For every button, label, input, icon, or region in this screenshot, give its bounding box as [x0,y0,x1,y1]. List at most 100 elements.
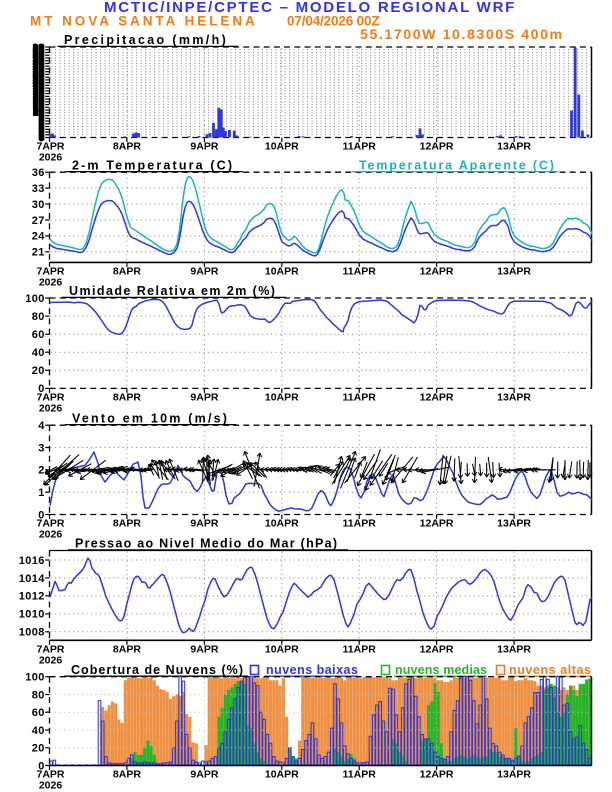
svg-text:24: 24 [32,67,45,79]
svg-text:nuvens altas: nuvens altas [509,663,592,677]
svg-text:20: 20 [32,743,45,755]
svg-text:2-m Temperatura (C): 2-m Temperatura (C) [72,158,234,172]
svg-text:17: 17 [32,86,44,98]
svg-text:21: 21 [32,75,44,87]
svg-text:1016: 1016 [19,555,45,567]
svg-text:2026: 2026 [39,655,63,667]
svg-text:4: 4 [38,420,45,432]
svg-text:11APR: 11APR [343,644,377,656]
svg-text:10APR: 10APR [265,769,299,781]
svg-text:22: 22 [32,72,44,84]
svg-text:10: 10 [32,105,44,117]
svg-text:24: 24 [32,231,46,243]
svg-text:8APR: 8APR [113,141,141,153]
svg-text:8APR: 8APR [113,518,141,530]
svg-text:10APR: 10APR [265,141,299,153]
svg-text:12APR: 12APR [420,644,454,656]
svg-text:2026: 2026 [39,529,63,541]
svg-text:20: 20 [32,78,44,90]
svg-text:8APR: 8APR [113,644,141,656]
svg-text:32: 32 [32,45,44,57]
svg-text:18: 18 [32,83,44,95]
svg-text:1: 1 [38,130,44,142]
svg-text:11APR: 11APR [343,518,377,530]
svg-text:21: 21 [32,247,45,259]
svg-text:2: 2 [38,465,45,477]
svg-text:Cobertura de Nuvens (%): Cobertura de Nuvens (%) [71,663,244,677]
svg-text:16: 16 [32,88,44,100]
svg-text:13APR: 13APR [497,141,531,153]
svg-text:11APR: 11APR [343,392,377,404]
svg-text:31: 31 [32,47,44,59]
svg-text:13APR: 13APR [497,644,531,656]
svg-text:8APR: 8APR [113,769,141,781]
svg-text:0: 0 [38,383,45,395]
svg-text:7APR: 7APR [36,266,64,278]
svg-text:12APR: 12APR [420,266,454,278]
svg-text:2: 2 [38,127,44,139]
svg-text:13APR: 13APR [497,769,531,781]
svg-text:10APR: 10APR [265,392,299,404]
svg-text:6: 6 [38,116,44,128]
svg-text:2026: 2026 [39,403,63,415]
svg-text:2026: 2026 [39,277,63,289]
svg-text:40: 40 [32,725,45,737]
svg-text:27: 27 [32,58,44,70]
svg-text:12APR: 12APR [420,518,454,530]
svg-text:19: 19 [32,80,44,92]
svg-text:Vento em 10m (m/s): Vento em 10m (m/s) [72,411,229,425]
svg-text:100: 100 [25,293,45,305]
svg-text:12APR: 12APR [420,769,454,781]
svg-text:8: 8 [38,110,44,122]
svg-text:7APR: 7APR [36,644,64,656]
svg-text:4: 4 [38,121,45,133]
svg-text:10APR: 10APR [265,266,299,278]
svg-text:60: 60 [32,707,45,719]
svg-text:9APR: 9APR [190,141,218,153]
svg-text:8APR: 8APR [113,392,141,404]
svg-text:13APR: 13APR [497,518,531,530]
svg-text:2026: 2026 [39,780,63,792]
svg-text:27: 27 [32,215,45,227]
svg-text:nuvens medias: nuvens medias [395,663,487,677]
svg-text:0: 0 [38,132,44,144]
svg-text:55.1700W 10.8300S 400m: 55.1700W 10.8300S 400m [360,27,564,43]
svg-text:9APR: 9APR [190,644,218,656]
svg-text:13APR: 13APR [497,392,531,404]
svg-text:MCTIC/INPE/CPTEC – MODELO REGI: MCTIC/INPE/CPTEC – MODELO REGIONAL WRF [104,0,516,16]
svg-text:12APR: 12APR [420,392,454,404]
svg-text:60: 60 [32,329,45,341]
svg-text:11APR: 11APR [343,141,377,153]
svg-text:9: 9 [38,108,44,120]
svg-text:11APR: 11APR [343,769,377,781]
svg-text:11APR: 11APR [343,266,377,278]
svg-text:40: 40 [32,347,45,359]
svg-text:13APR: 13APR [497,266,531,278]
svg-text:14: 14 [32,94,45,106]
svg-text:1014: 1014 [19,573,46,585]
svg-text:30: 30 [32,199,45,211]
svg-text:Pressao ao Nivel Medio do Mar: Pressao ao Nivel Medio do Mar (hPa) [75,537,338,551]
svg-text:33: 33 [32,183,45,195]
svg-text:11: 11 [33,102,45,114]
svg-text:28: 28 [32,56,44,68]
svg-text:8APR: 8APR [113,266,141,278]
svg-text:7: 7 [38,113,44,125]
svg-text:23: 23 [32,69,44,81]
svg-text:29: 29 [32,53,44,65]
svg-text:25: 25 [32,64,44,76]
svg-text:1012: 1012 [19,591,45,603]
svg-text:Temperatura Aparente (C): Temperatura Aparente (C) [359,158,556,172]
svg-text:2026: 2026 [39,152,63,164]
svg-text:30: 30 [32,50,44,62]
svg-text:7APR: 7APR [36,392,64,404]
svg-text:20: 20 [32,365,45,377]
svg-text:nuvens baixas: nuvens baixas [266,663,358,677]
svg-text:33: 33 [32,42,44,54]
svg-text:80: 80 [32,311,45,323]
svg-text:3: 3 [38,124,44,136]
svg-text:Umidade Relativa em 2m (%): Umidade Relativa em 2m (%) [69,284,276,298]
svg-text:9APR: 9APR [190,266,218,278]
svg-text:13: 13 [32,97,44,109]
svg-text:7APR: 7APR [36,769,64,781]
